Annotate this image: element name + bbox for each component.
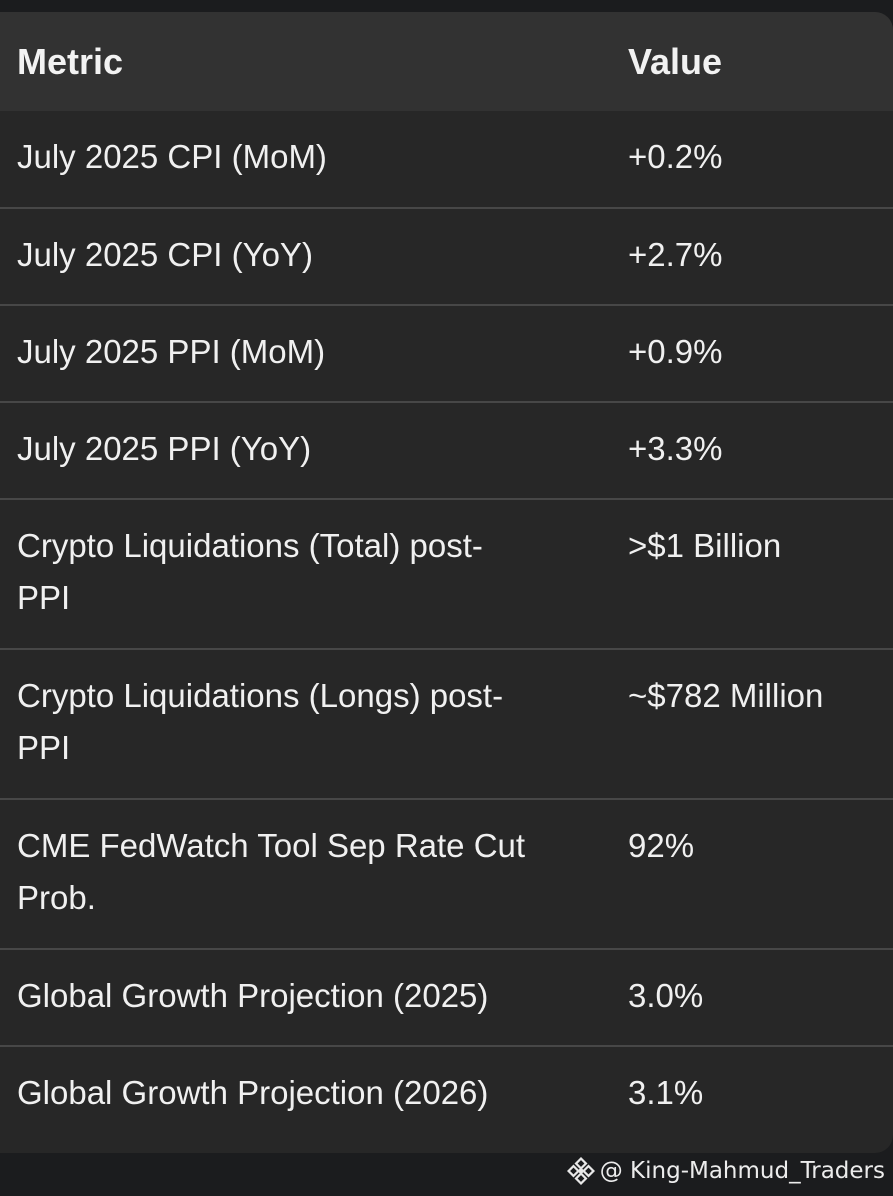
table-row: Crypto Liquidations (Total) post-PPI >$1…	[0, 499, 893, 649]
value-text: +0.2%	[628, 138, 723, 175]
metric-text: Crypto Liquidations (Longs) post-PPI	[17, 677, 504, 766]
metric-cell: July 2025 CPI (MoM)	[0, 111, 610, 208]
value-text: +3.3%	[628, 430, 723, 467]
top-strip	[0, 0, 893, 12]
table-row: Global Growth Projection (2025) 3.0%	[0, 949, 893, 1046]
data-table-card: Metric Value July 2025 CPI (MoM) +0.2% J…	[0, 12, 893, 1153]
watermark: @ King-Mahmud_Traders	[566, 1152, 885, 1190]
value-text: +0.9%	[628, 333, 723, 370]
watermark-text: @ King-Mahmud_Traders	[599, 1158, 885, 1184]
metric-cell: Global Growth Projection (2026)	[0, 1046, 610, 1147]
binance-logo-icon	[566, 1157, 595, 1185]
table-row: Global Growth Projection (2026) 3.1%	[0, 1046, 893, 1147]
metrics-table: Metric Value July 2025 CPI (MoM) +0.2% J…	[0, 12, 893, 1147]
metric-cell: July 2025 PPI (MoM)	[0, 305, 610, 402]
metric-text: Crypto Liquidations (Total) post-PPI	[17, 527, 483, 616]
column-header-value: Value	[628, 40, 723, 82]
table-row: CME FedWatch Tool Sep Rate Cut Prob. 92%	[0, 799, 893, 949]
value-cell: >$1 Billion	[610, 499, 893, 649]
value-cell: 3.1%	[610, 1046, 893, 1147]
metric-cell: Global Growth Projection (2025)	[0, 949, 610, 1046]
metric-cell: Crypto Liquidations (Total) post-PPI	[0, 499, 610, 649]
column-header-metric: Metric	[17, 40, 124, 82]
value-cell: 3.0%	[610, 949, 893, 1046]
value-cell: +0.9%	[610, 305, 893, 402]
value-text: +2.7%	[628, 236, 723, 273]
value-cell: +0.2%	[610, 111, 893, 208]
value-text: ~$782 Million	[628, 677, 824, 714]
table-row: July 2025 CPI (YoY) +2.7%	[0, 208, 893, 305]
metric-cell: July 2025 CPI (YoY)	[0, 208, 610, 305]
table-row: Crypto Liquidations (Longs) post-PPI ~$7…	[0, 649, 893, 799]
value-cell: 92%	[610, 799, 893, 949]
metric-text: July 2025 PPI (MoM)	[17, 333, 326, 370]
value-cell: ~$782 Million	[610, 649, 893, 799]
metric-text: Global Growth Projection (2026)	[17, 1074, 489, 1111]
table-row: July 2025 CPI (MoM) +0.2%	[0, 111, 893, 208]
table-header-row: Metric Value	[0, 12, 893, 111]
metric-cell: July 2025 PPI (YoY)	[0, 402, 610, 499]
value-text: >$1 Billion	[628, 527, 782, 564]
value-cell: +2.7%	[610, 208, 893, 305]
value-text: 92%	[628, 827, 695, 864]
metric-text: July 2025 CPI (YoY)	[17, 236, 313, 273]
metric-cell: CME FedWatch Tool Sep Rate Cut Prob.	[0, 799, 610, 949]
metric-text: Global Growth Projection (2025)	[17, 977, 489, 1014]
table-row: July 2025 PPI (MoM) +0.9%	[0, 305, 893, 402]
metric-text: CME FedWatch Tool Sep Rate Cut Prob.	[17, 827, 526, 916]
value-cell: +3.3%	[610, 402, 893, 499]
value-text: 3.1%	[628, 1074, 704, 1111]
value-text: 3.0%	[628, 977, 704, 1014]
metric-text: July 2025 PPI (YoY)	[17, 430, 312, 467]
metric-cell: Crypto Liquidations (Longs) post-PPI	[0, 649, 610, 799]
table-row: July 2025 PPI (YoY) +3.3%	[0, 402, 893, 499]
metric-text: July 2025 CPI (MoM)	[17, 138, 327, 175]
